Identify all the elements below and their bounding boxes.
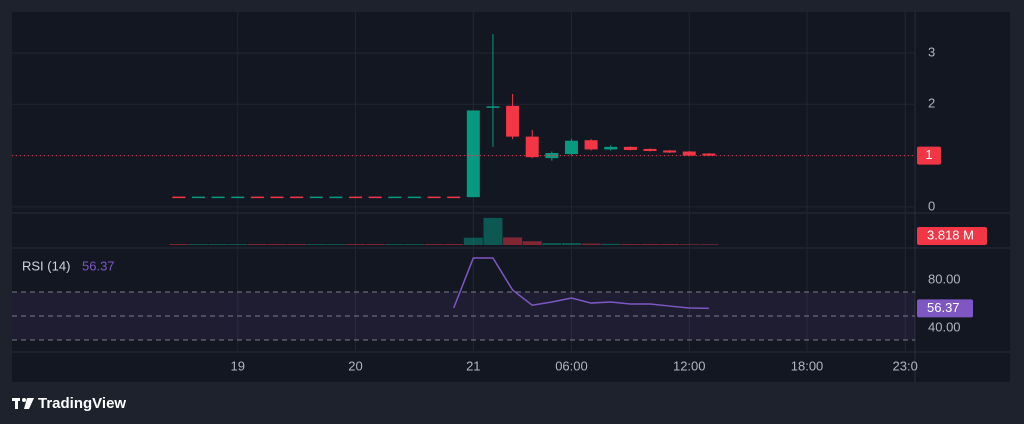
rsi-line [452, 257, 709, 310]
y-tick-label: 3 [928, 44, 935, 59]
volume-bar [522, 241, 542, 245]
candle-body [388, 196, 402, 199]
volume-bar [267, 244, 287, 245]
volume-bar [404, 244, 424, 245]
candle-body [368, 196, 382, 199]
candle-body [270, 196, 284, 199]
volume-bar [306, 244, 326, 245]
y-tick-label: 2 [928, 96, 935, 111]
candle-body [191, 196, 205, 199]
volume-bar [483, 217, 503, 245]
candle-body [407, 196, 421, 199]
volume-bar [188, 244, 208, 245]
candle-body [290, 196, 304, 199]
rsi-title: RSI (14) [22, 258, 70, 273]
brand-logo [12, 398, 34, 409]
volume-bar [287, 244, 307, 245]
candle-body [506, 105, 520, 137]
x-tick-label: 12:00 [673, 358, 706, 373]
volume-bar [208, 244, 228, 245]
candle-body [447, 196, 461, 199]
volume-bar [699, 244, 719, 245]
candle-body [643, 148, 657, 151]
candle-body [604, 146, 618, 150]
price-badge-label: 1 [925, 147, 932, 162]
volume-bar [346, 244, 366, 245]
candle-body [349, 196, 363, 199]
candle-body [584, 140, 598, 150]
candle-body [564, 140, 578, 155]
volume-bar [424, 244, 444, 245]
candle-body [486, 106, 500, 108]
x-tick-label: 19 [231, 358, 245, 373]
x-tick-label: 18:00 [791, 358, 824, 373]
rsi-value: 56.37 [82, 258, 115, 273]
volume-bar [679, 244, 699, 245]
volume-bar [463, 237, 483, 245]
candle-body [250, 196, 264, 199]
volume-bar [620, 244, 640, 245]
volume-badge-label: 3.818 M [927, 227, 974, 242]
volume-bar [640, 244, 660, 245]
candle-body [466, 110, 480, 198]
volume-bar [601, 243, 621, 245]
volume-bar [326, 244, 346, 245]
candle-body [211, 196, 225, 199]
price-badge [917, 146, 941, 165]
candle-body [172, 196, 186, 199]
x-tick-label: 20 [348, 358, 362, 373]
brand: TradingView [38, 395, 126, 412]
volume-bar [365, 244, 385, 245]
volume-bar [660, 244, 680, 245]
x-tick-label: 06:00 [555, 358, 588, 373]
candle-body [663, 150, 677, 153]
rsi-tick-label: 80.00 [928, 271, 961, 286]
candle-body [682, 151, 696, 156]
x-tick-label: 21 [466, 358, 480, 373]
rsi-badge [917, 299, 973, 318]
volume-bar [247, 244, 267, 245]
volume-bar [444, 244, 464, 245]
candle-body [702, 153, 716, 156]
rsi-tick-label: 40.00 [928, 319, 961, 334]
volume-bar [561, 243, 581, 245]
candle-body [231, 196, 245, 199]
volume-bar [542, 243, 562, 245]
volume-bar [385, 244, 405, 245]
volume-bar [503, 237, 523, 245]
candle-body [427, 196, 441, 199]
candle-body [309, 196, 323, 199]
x-tick-label: 23:0 [893, 358, 918, 373]
candle-body [525, 136, 539, 158]
y-tick-label: 0 [928, 198, 935, 213]
rsi-badge-label: 56.37 [927, 300, 960, 315]
volume-bar [581, 243, 601, 245]
volume-bar [169, 244, 189, 245]
candle-body [545, 153, 559, 159]
volume-bar [228, 244, 248, 245]
candle-body [623, 146, 637, 150]
volume-badge [917, 226, 987, 245]
candle-body [329, 196, 343, 199]
